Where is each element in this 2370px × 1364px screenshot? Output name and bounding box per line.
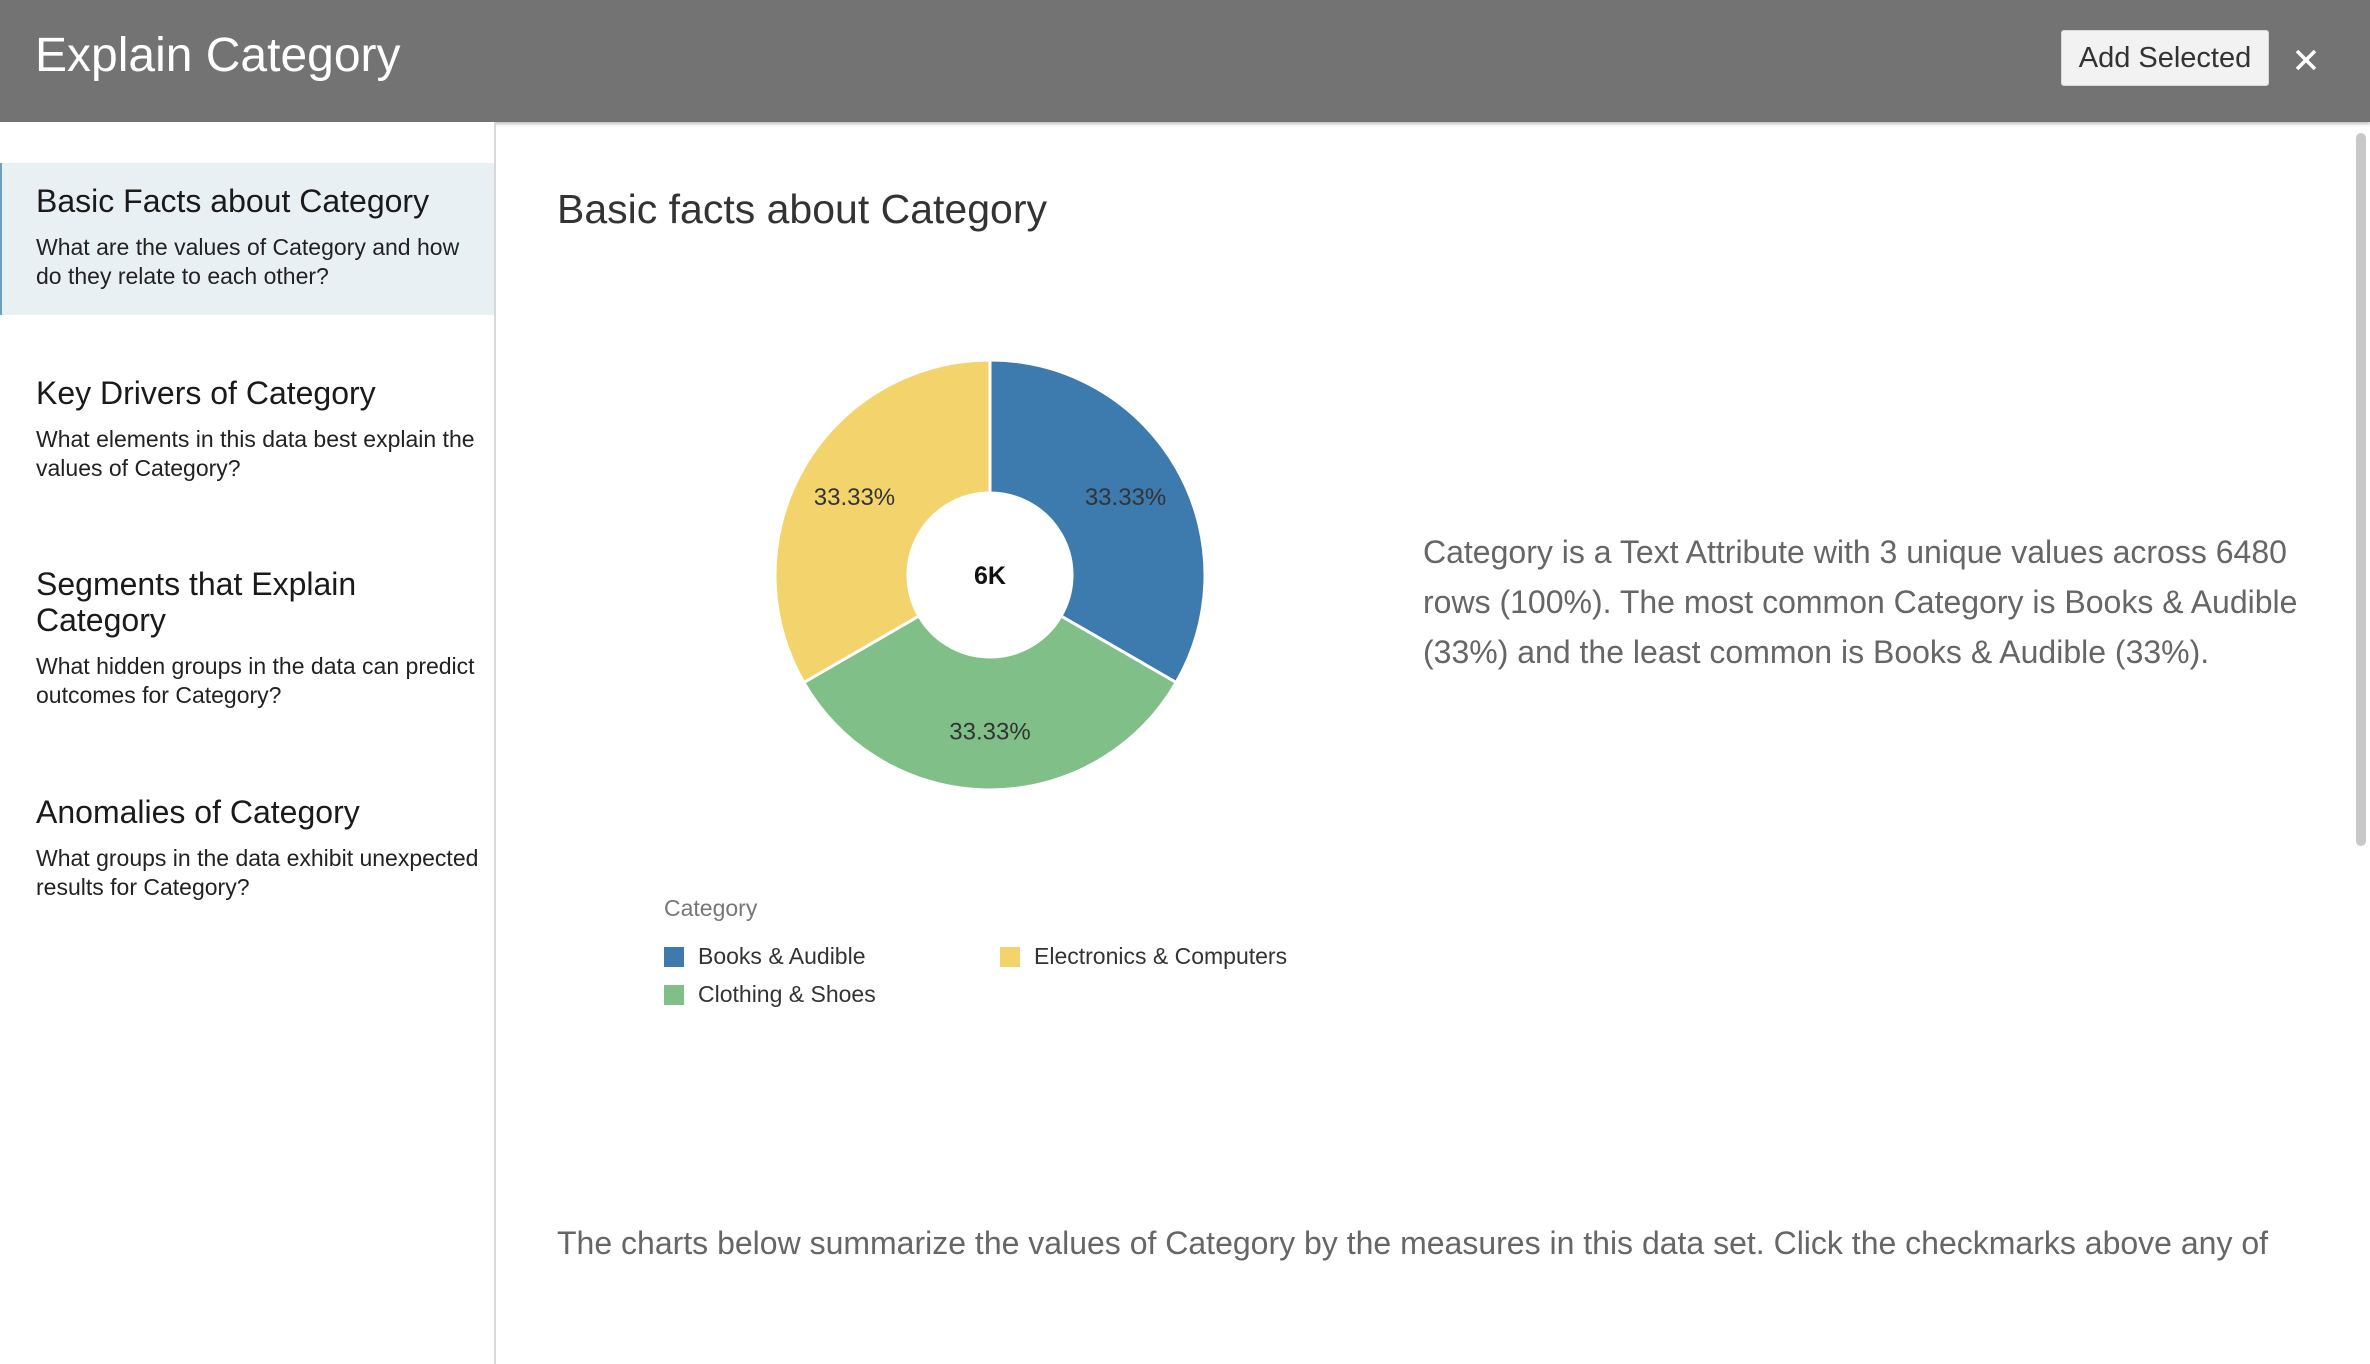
legend-swatch <box>664 984 684 1005</box>
legend-swatch <box>1000 946 1020 967</box>
summary-text: Category is a Text Attribute with 3 uniq… <box>1423 534 2298 670</box>
sidebar-item-title: Basic Facts about Category <box>36 183 430 219</box>
legend-item-electronics-computers[interactable]: Electronics & Computers <box>1000 943 1287 970</box>
scrollbar[interactable] <box>2356 133 2366 846</box>
sidebar-item-anomalies[interactable]: Anomalies of Category What groups in the… <box>0 794 494 902</box>
slice-label-clothing-shoes: 33.33% <box>949 719 1030 746</box>
sidebar-item-title: Key Drivers of Category <box>36 375 376 411</box>
donut-slice-electronics-computers[interactable] <box>773 358 992 685</box>
sidebar-item-basic-facts[interactable]: Basic Facts about Category What are the … <box>0 163 494 315</box>
sidebar-item-title: Anomalies of Category <box>36 794 360 830</box>
sidebar-item-title: Segments that Explain Category <box>36 566 357 638</box>
legend-item-books-audible[interactable]: Books & Audible <box>664 943 866 970</box>
close-button[interactable] <box>2286 40 2326 80</box>
slice-label-books-audible: 33.33% <box>1085 484 1166 511</box>
donut-slice-books-audible[interactable] <box>988 358 1207 685</box>
section-title: Basic facts about Category <box>557 186 1047 232</box>
slice-label-electronics-computers: 33.33% <box>814 484 895 511</box>
sidebar-item-description: What hidden groups in the data can predi… <box>36 653 475 708</box>
add-selected-button[interactable]: Add Selected <box>2061 30 2269 86</box>
legend-title: Category <box>664 895 758 921</box>
donut-chart[interactable]: 33.33% 33.33% 33.33% 6K <box>760 345 1220 805</box>
donut-slice-clothing-shoes[interactable] <box>801 613 1179 792</box>
legend-item-clothing-shoes[interactable]: Clothing & Shoes <box>664 981 876 1008</box>
sidebar: Basic Facts about Category What are the … <box>0 122 496 1364</box>
instructions-text: The charts below summarize the values of… <box>557 1225 2269 1261</box>
sidebar-item-description: What groups in the data exhibit unexpect… <box>36 845 479 900</box>
sidebar-item-segments[interactable]: Segments that Explain Category What hidd… <box>0 566 494 710</box>
legend-swatch <box>664 946 684 967</box>
sidebar-item-key-drivers[interactable]: Key Drivers of Category What elements in… <box>0 375 494 483</box>
donut-center-label: 6K <box>974 562 1006 590</box>
dialog-header: Explain Category Add Selected <box>0 0 2370 122</box>
legend-label: Clothing & Shoes <box>698 981 876 1007</box>
sidebar-item-description: What are the values of Category and how … <box>36 234 460 289</box>
close-icon <box>2295 49 2317 71</box>
dialog-title: Explain Category <box>35 29 401 82</box>
legend-label: Electronics & Computers <box>1034 943 1288 969</box>
sidebar-item-description: What elements in this data best explain … <box>36 426 475 481</box>
legend-label: Books & Audible <box>698 943 866 969</box>
